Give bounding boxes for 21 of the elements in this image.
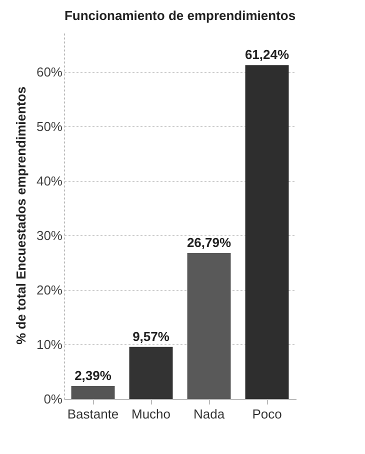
y-tick-label: 0% (44, 392, 63, 406)
x-tick-label: Bastante (67, 406, 119, 422)
bar (71, 386, 115, 399)
y-tick-label: 10% (36, 336, 63, 352)
y-tick-label: 30% (36, 228, 63, 243)
y-tick-label: 50% (36, 118, 63, 134)
y-axis-title: % de total Encuestados emprendimientos (13, 86, 28, 344)
x-tick-label: Poco (252, 406, 282, 422)
bar (245, 65, 289, 399)
y-tick-label: 40% (36, 173, 63, 188)
data-label: 61,24% (244, 47, 290, 62)
data-label: 9,57% (132, 328, 170, 344)
bar (187, 252, 231, 399)
data-label: 26,79% (186, 234, 232, 250)
x-tick-label: Mucho (131, 406, 171, 422)
data-label: 2,39% (74, 368, 112, 383)
chart-title: Funcionamiento de emprendimientos (64, 8, 296, 23)
x-tick-label: Nada (193, 406, 226, 422)
bar (129, 346, 173, 399)
y-tick-label: 20% (36, 282, 63, 298)
y-tick-label: 60% (36, 64, 63, 80)
